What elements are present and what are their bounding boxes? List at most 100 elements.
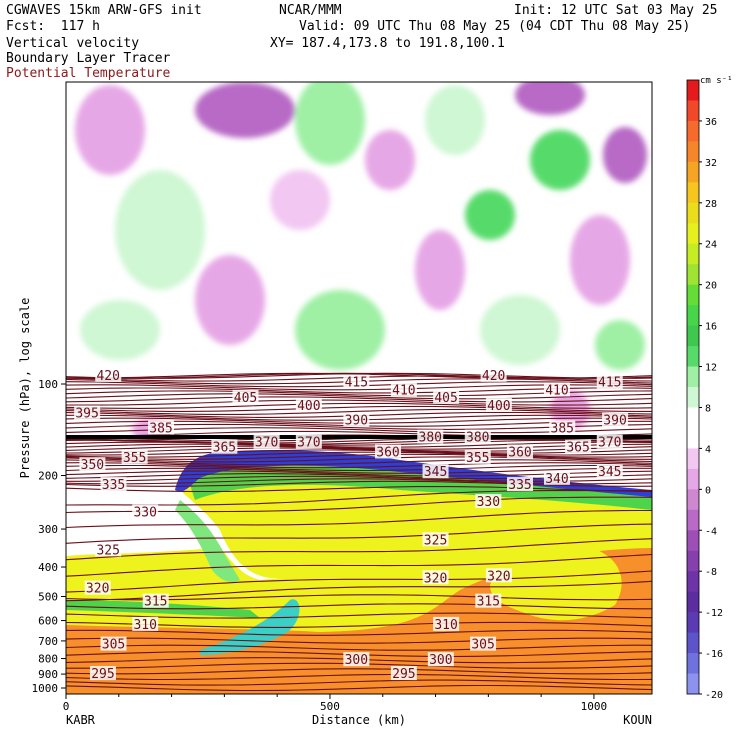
center-label: NCAR/MMM bbox=[279, 3, 342, 18]
isentrope-310 bbox=[66, 621, 652, 628]
wv-green-5 bbox=[295, 290, 385, 370]
colorbar-swatch bbox=[687, 571, 699, 593]
isentrope-402 bbox=[66, 399, 652, 406]
isentrope-label-bg bbox=[253, 434, 280, 449]
isentrope-label-bg bbox=[417, 429, 444, 444]
isentrope-326 bbox=[66, 523, 652, 544]
y-tick-label: 500 bbox=[38, 590, 58, 603]
isentrope-306 bbox=[66, 637, 652, 644]
isentrope-label-295: 295 bbox=[392, 667, 415, 682]
isentrope-label-bg bbox=[480, 367, 507, 382]
isentrope-label-385: 385 bbox=[551, 421, 574, 436]
isentrope-label-330: 330 bbox=[477, 495, 500, 510]
colorbar-swatch bbox=[687, 489, 699, 511]
isentrope-label-bg bbox=[295, 397, 322, 412]
colorbar: 36 32 28 24 20 16 12 8 4 0 -4 -8 -12 -16 -20 bbox=[686, 79, 723, 701]
isentrope-label-340: 340 bbox=[545, 472, 568, 487]
wv-green-3 bbox=[425, 85, 485, 155]
cross-section-xy: XY= 187.4,173.8 to 191.8,100.1 bbox=[270, 36, 505, 51]
isentrope-334 bbox=[66, 486, 652, 493]
isentrope-label-315: 315 bbox=[477, 595, 500, 610]
isentrope-406 bbox=[66, 393, 652, 400]
isentrope-336 bbox=[66, 480, 652, 487]
colorbar-tick-label: -12 bbox=[705, 608, 723, 619]
colorbar-tick-label: 32 bbox=[705, 158, 717, 169]
isentrope-label-bg bbox=[464, 449, 491, 464]
isentrope-332 bbox=[66, 490, 652, 506]
isentrope-label-bg bbox=[596, 374, 623, 389]
isentrope-label-bg bbox=[485, 568, 512, 583]
isentrope-label-bg bbox=[507, 477, 534, 492]
isentrope-label-bg bbox=[95, 542, 122, 557]
colorbar-swatch bbox=[687, 100, 699, 122]
isentrope-292 bbox=[66, 679, 652, 686]
left-station-label: KABR bbox=[66, 713, 96, 727]
isentrope-label-310: 310 bbox=[133, 618, 156, 633]
isentrope-label-415: 415 bbox=[598, 376, 621, 391]
isentrope-label-bg bbox=[100, 636, 127, 651]
wv-pink-5 bbox=[570, 215, 630, 305]
isentrope-290 bbox=[66, 684, 652, 692]
colorbar-tick-label: 0 bbox=[705, 485, 711, 496]
colorbar-swatch bbox=[687, 141, 699, 163]
isentrope-label-420: 420 bbox=[96, 369, 119, 384]
isentrope-label-bg bbox=[95, 367, 122, 382]
isentrope-label-bg bbox=[343, 374, 370, 389]
isentrope-294 bbox=[66, 673, 652, 681]
y-tick-label: 800 bbox=[38, 653, 58, 666]
isentrope-label-370: 370 bbox=[598, 436, 621, 451]
colorbar-tick-label: -16 bbox=[705, 649, 723, 660]
isentrope-label-bg bbox=[422, 570, 449, 585]
isentrope-label-315: 315 bbox=[144, 595, 167, 610]
colorbar-units: cm s⁻¹ bbox=[700, 76, 733, 86]
colorbar-tick-label: 20 bbox=[705, 281, 717, 292]
isentrope-322 bbox=[66, 553, 652, 577]
init-time: Init: 12 UTC Sat 03 May 25 bbox=[514, 3, 718, 18]
isentrope-label-320: 320 bbox=[487, 569, 510, 584]
colorbar-swatch bbox=[687, 223, 699, 245]
colorbar-swatch bbox=[687, 632, 699, 654]
isentrope-364 bbox=[66, 445, 652, 452]
isentrope-368 bbox=[66, 441, 652, 448]
y-axis-label: Pressure (hPa), log scale bbox=[18, 298, 32, 479]
isentrope-label-370: 370 bbox=[297, 436, 320, 451]
isentrope-label-360: 360 bbox=[376, 445, 399, 460]
isentrope-label-bg bbox=[232, 389, 259, 404]
colorbar-swatch bbox=[687, 182, 699, 204]
isentrope-label-400: 400 bbox=[487, 399, 510, 414]
isentrope-label-380: 380 bbox=[466, 431, 489, 446]
isentrope-400 bbox=[66, 402, 652, 409]
isentrope-label-bg bbox=[121, 449, 148, 464]
isentrope-label-bg bbox=[79, 457, 106, 472]
isentrope-354 bbox=[66, 456, 652, 463]
isentrope-label-400: 400 bbox=[297, 399, 320, 414]
isentrope-label-345: 345 bbox=[424, 465, 447, 480]
isentrope-label-bg bbox=[132, 504, 159, 519]
colorbar-tick-label: 16 bbox=[705, 322, 717, 333]
isentrope-label-bg bbox=[390, 666, 417, 681]
isentrope-label-415: 415 bbox=[345, 376, 368, 391]
wv-pink-1 bbox=[75, 85, 145, 175]
isentrope-label-305: 305 bbox=[102, 638, 125, 653]
x-tick-label: 0 bbox=[63, 700, 70, 713]
isentrope-label-420: 420 bbox=[482, 369, 505, 384]
isentrope-label-395: 395 bbox=[75, 406, 98, 421]
isentrope-396 bbox=[66, 408, 652, 415]
plot-frame bbox=[65, 81, 653, 695]
colorbar-frame bbox=[686, 79, 700, 695]
isentrope-label-bg bbox=[84, 580, 111, 595]
isentrope-348 bbox=[66, 464, 652, 472]
isentrope-314 bbox=[66, 603, 652, 610]
tracer-yellow-circle bbox=[490, 544, 622, 621]
colorbar-tick-label: 12 bbox=[705, 363, 717, 374]
isentrope-304 bbox=[66, 644, 652, 651]
isentrope-label-300: 300 bbox=[345, 653, 368, 668]
wv-green-2 bbox=[295, 82, 365, 165]
isentrope-312 bbox=[66, 612, 652, 619]
isentrope-label-405: 405 bbox=[234, 391, 257, 406]
wv-green-9 bbox=[595, 320, 645, 370]
isentrope-label-345: 345 bbox=[598, 465, 621, 480]
isentrope-324 bbox=[66, 538, 652, 561]
